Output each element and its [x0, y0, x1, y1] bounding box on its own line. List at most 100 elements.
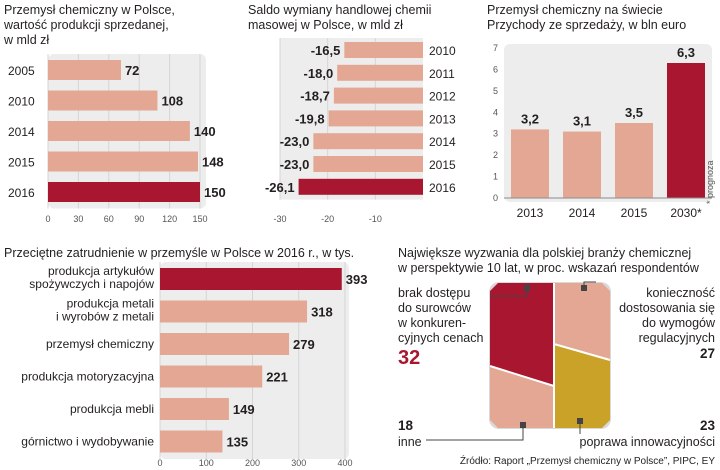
- chart4-bar: [160, 268, 342, 290]
- chart3-category-label: 2014: [569, 206, 596, 220]
- chart4-category-label: produkcja metali: [67, 297, 154, 311]
- chart4-bar: [160, 333, 290, 355]
- chart4-category-label: górnictwo i wydobywanie: [21, 435, 154, 449]
- chart4-value-label: 149: [233, 402, 255, 417]
- mosaic-value-resources: 32: [398, 347, 421, 369]
- mosaic-leader-marker: [581, 285, 587, 291]
- chart4-bar: [160, 430, 223, 453]
- chart3-plot-bg: [504, 44, 712, 202]
- chart4-title: Przeciętne zatrudnienie w przemyśle w Po…: [4, 246, 355, 260]
- chart3-tick-label: 2: [493, 150, 498, 160]
- mosaic-segment-resources: [490, 283, 554, 386]
- mosaic-label-line: do wymogów: [642, 316, 715, 330]
- chart1-bar: [48, 121, 190, 141]
- chart1-category-label: 2015: [8, 156, 35, 170]
- mosaic-label-line: regulacyjnych: [638, 331, 715, 345]
- chart1-value-label: 72: [125, 63, 139, 78]
- chart4-bar: [160, 300, 308, 323]
- chart2-value-label: -19,8: [295, 111, 325, 126]
- chart1-value-label: 148: [202, 155, 224, 170]
- chart2-bar: [328, 110, 423, 127]
- chart1-value-label: 108: [161, 94, 183, 109]
- chart1-bar: [48, 60, 121, 80]
- chart4-value-label: 221: [266, 370, 288, 385]
- chart1-tick-label: 0: [45, 214, 50, 224]
- chart1-tick-label: 120: [162, 214, 177, 224]
- chart2-value-label: -23,0: [280, 134, 310, 149]
- chart1-category-label: 2014: [8, 125, 35, 139]
- chart2-tick-label: -30: [273, 214, 286, 224]
- chart5-title: Największe wyzwania dla polskiej branży …: [398, 246, 699, 276]
- chart3-bar: [667, 63, 705, 198]
- mosaic-label-line: cyjnych cenach: [398, 331, 484, 345]
- chart1-bar: [48, 90, 158, 111]
- mosaic-divider: [553, 343, 611, 361]
- chart1-bar: [48, 151, 198, 172]
- chart3-title-line: Przemysł chemiczny na świecie: [487, 3, 663, 17]
- mosaic-segment-regulation: [554, 283, 610, 360]
- chart1-tick-label: 90: [134, 214, 144, 224]
- chart1-title-line: wartość produkcji sprzedanej,: [4, 18, 169, 32]
- chart3-title: Przemysł chemiczny na świecie Przychody …: [487, 3, 686, 33]
- chart1-tick-label: 60: [104, 214, 114, 224]
- chart1-title-line: Przemysł chemiczny w Polsce,: [4, 3, 175, 17]
- chart5-title-line: w perspektywie 10 lat, w proc. wskazań r…: [398, 261, 699, 275]
- chart3-tick-label: 4: [493, 107, 498, 117]
- chart2-category-label: 2016: [429, 181, 456, 195]
- chart4-value-label: 135: [226, 435, 248, 450]
- mosaic-leader-marker: [524, 285, 530, 291]
- chart2-category-label: 2011: [429, 67, 455, 81]
- chart2-category-label: 2015: [429, 158, 456, 172]
- chart4-bar: [160, 398, 229, 420]
- chart2-bar: [313, 156, 423, 172]
- chart3-category-label: 2015: [621, 206, 648, 220]
- mosaic-divider: [489, 365, 555, 387]
- chart2-svg: -30 -20 -10 -16,5 2010 -18,0 2011 -18,7 2012 -19,…: [265, 38, 456, 224]
- chart2-category-label: 2014: [429, 135, 456, 149]
- mosaic-label-line: dostosowania się: [619, 301, 715, 315]
- chart2-value-label: -16,5: [311, 43, 341, 58]
- mosaic-value-innovation: 23: [699, 418, 715, 433]
- chart2-value-label: -26,1: [265, 180, 295, 195]
- mosaic-value-other: 18: [398, 418, 414, 433]
- chart1-svg: 0 30 60 90 120 150 2005 72 2010 108 2014 140 2015 148…: [8, 54, 226, 224]
- chart3-category-label: 2030*: [670, 206, 702, 220]
- chart2-title: Saldo wymiany handlowej chemii masowej w…: [248, 3, 431, 33]
- chart2-value-label: -18,7: [300, 89, 330, 104]
- chart1-category-label: 2016: [8, 186, 35, 200]
- mosaic-label-resources: brak dostępu do surowców w konkuren- cyj…: [398, 286, 483, 346]
- chart3-footnote: * prognoza: [705, 160, 715, 204]
- chart2-value-label: -18,0: [304, 66, 334, 81]
- chart3-tick-label: 1: [493, 172, 498, 182]
- chart3-bar: [615, 123, 653, 198]
- chart1-bar: [48, 182, 200, 202]
- chart4-category-label: produkcja motoryzacyjna: [21, 370, 154, 384]
- chart1-tick-label: 30: [73, 214, 83, 224]
- chart2-category-label: 2012: [429, 90, 456, 104]
- mosaic-leader-marker: [577, 418, 583, 424]
- chart3-svg: 0 1 2 3 4 5 6 7 3,2 2013 3,1 2014 3,5 2015 6,3 2030** p…: [493, 43, 715, 220]
- chart1-category-label: 2010: [8, 95, 35, 109]
- chart2-bar: [313, 133, 423, 150]
- chart3-value-label: 3,1: [573, 114, 591, 129]
- chart1-value-label: 140: [194, 124, 216, 139]
- chart3-tick-label: 5: [493, 86, 498, 96]
- chart4-tick-label: 400: [337, 458, 352, 468]
- chart3-tick-label: 0: [493, 193, 498, 203]
- mosaic-label-regulation: konieczność dostosowania się do wymogów …: [619, 286, 715, 346]
- mosaic-label-innovation: poprawa innowacyjności: [579, 435, 716, 449]
- chart5-title-line: Największe wyzwania dla polskiej branży …: [398, 246, 692, 260]
- chart2-value-label: -23,0: [280, 157, 310, 172]
- chart3-tick-label: 3: [493, 129, 498, 139]
- mosaic-leader-marker: [520, 422, 526, 428]
- chart1-category-label: 2005: [8, 64, 35, 78]
- mosaic-label-line: w konkuren-: [398, 316, 467, 330]
- chart1-value-label: 150: [204, 185, 226, 200]
- mosaic-segment-innovation: [554, 344, 610, 428]
- mosaic-label-line: brak dostępu: [398, 286, 471, 300]
- mosaic-value-regulation: 27: [699, 346, 715, 361]
- chart3-bar: [511, 129, 549, 198]
- chart3-value-label: 3,5: [625, 105, 643, 120]
- mosaic-label-line: konieczność: [646, 286, 715, 300]
